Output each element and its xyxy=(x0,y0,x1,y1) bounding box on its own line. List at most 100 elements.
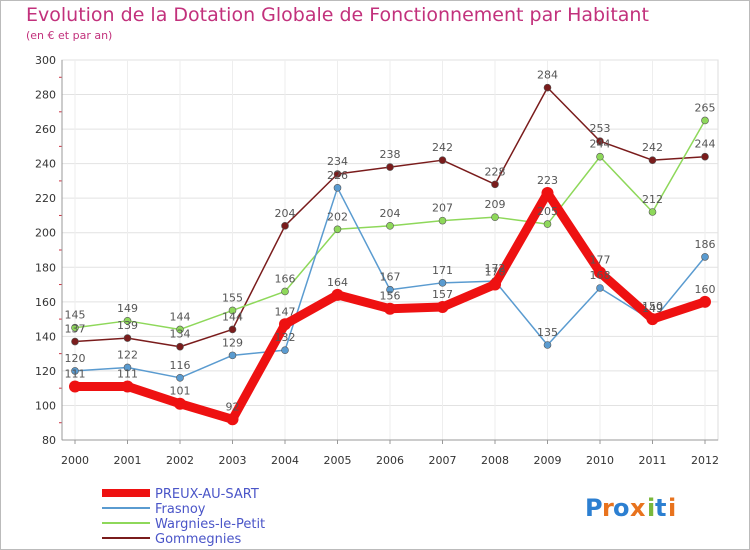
x-tick-label: 2009 xyxy=(534,454,562,467)
x-tick-label: 2010 xyxy=(586,454,614,467)
y-tick-label: 160 xyxy=(35,296,56,309)
x-axis: 2000 2001 2002 2003 2004 2005 2006 2007 2008 2009… xyxy=(61,439,719,467)
data-point xyxy=(71,323,79,332)
y-tick-label: 260 xyxy=(35,123,56,136)
data-point xyxy=(491,213,499,221)
logo-letter: x xyxy=(630,494,646,522)
series-lines xyxy=(69,83,711,426)
data-point xyxy=(123,334,132,342)
data-point xyxy=(541,187,554,199)
data-point xyxy=(596,137,604,145)
data-point xyxy=(123,317,132,325)
y-tick-label: 200 xyxy=(35,227,56,240)
logo-letter: t xyxy=(655,494,666,522)
data-label: 137 xyxy=(65,323,86,336)
data-point xyxy=(333,170,342,178)
y-tick-label: 220 xyxy=(35,192,56,205)
data-point xyxy=(279,318,291,331)
chart-title: Evolution de la Dotation Globale de Fonc… xyxy=(26,4,649,26)
data-label: 147 xyxy=(275,305,296,318)
legend: PREUX-AU-SARTFrasnoyWargnies-le-PetitGom… xyxy=(102,487,265,547)
data-label: 238 xyxy=(380,148,401,161)
data-point xyxy=(543,341,552,349)
data-label: 160 xyxy=(695,283,716,296)
y-tick-label: 80 xyxy=(42,434,56,447)
data-point xyxy=(699,295,711,308)
data-point xyxy=(281,222,289,230)
data-label: 244 xyxy=(590,138,611,151)
data-label: 205 xyxy=(537,205,558,218)
data-label: 177 xyxy=(590,253,611,266)
logo-letter: P xyxy=(585,494,603,522)
data-label: 145 xyxy=(65,309,86,322)
data-point xyxy=(228,351,237,360)
data-label: 149 xyxy=(642,302,663,315)
y-axis: 80 100 120 140 160 180 200 220 240 260 280 300 xyxy=(35,54,63,447)
grid-lines xyxy=(62,59,718,441)
data-point xyxy=(333,225,342,234)
data-point xyxy=(71,337,79,346)
data-point xyxy=(386,222,394,230)
data-label: 228 xyxy=(485,165,506,178)
data-point xyxy=(543,83,552,92)
data-label: 168 xyxy=(590,269,611,282)
data-point xyxy=(228,325,237,334)
x-tick-label: 2003 xyxy=(219,454,247,467)
data-point xyxy=(281,287,289,296)
data-label: 284 xyxy=(537,69,558,82)
chart-subtitle: (en € et par an) xyxy=(26,29,113,42)
data-point xyxy=(121,380,134,393)
x-tick-label: 2002 xyxy=(166,454,194,467)
y-tick-label: 100 xyxy=(35,399,56,412)
y-tick-label: 120 xyxy=(35,365,56,378)
data-point xyxy=(123,363,132,372)
data-label: 166 xyxy=(275,272,296,285)
data-label: 116 xyxy=(170,359,191,372)
y-tick-label: 240 xyxy=(35,158,56,171)
data-label: 234 xyxy=(327,155,348,168)
data-point xyxy=(489,278,501,291)
legend-label: PREUX-AU-SART xyxy=(155,487,259,502)
data-label: 132 xyxy=(275,331,296,344)
data-label: 111 xyxy=(65,367,86,380)
data-point xyxy=(436,301,449,313)
data-point xyxy=(386,163,394,171)
data-label: 186 xyxy=(695,238,716,251)
data-label: 242 xyxy=(642,141,663,154)
data-label: 120 xyxy=(65,352,86,365)
data-point xyxy=(701,253,709,261)
data-label: 111 xyxy=(117,367,138,380)
data-point xyxy=(648,156,657,164)
data-label: 242 xyxy=(432,141,453,154)
data-point xyxy=(333,184,342,192)
data-point xyxy=(701,152,709,161)
data-label: 167 xyxy=(380,271,401,284)
data-label: 135 xyxy=(537,326,558,339)
y-tick-label: 140 xyxy=(35,330,56,343)
x-tick-label: 2000 xyxy=(61,454,89,467)
data-point xyxy=(281,346,289,354)
data-point xyxy=(176,374,184,382)
data-point xyxy=(438,216,447,225)
data-point xyxy=(543,220,552,228)
data-label: 139 xyxy=(117,319,138,332)
data-point xyxy=(596,152,604,161)
data-point xyxy=(386,285,394,294)
data-label: 101 xyxy=(170,385,191,398)
data-label: 149 xyxy=(117,302,138,315)
data-label: 226 xyxy=(327,169,348,182)
data-label: 172 xyxy=(485,262,506,275)
y-tick-label: 300 xyxy=(35,54,56,67)
y-tick-label: 180 xyxy=(35,261,56,274)
x-tick-label: 2011 xyxy=(639,454,667,467)
data-point xyxy=(594,266,606,279)
data-label: 134 xyxy=(170,328,191,341)
data-label: 92 xyxy=(226,400,240,413)
data-point xyxy=(596,284,604,292)
x-tick-label: 2006 xyxy=(376,454,404,467)
data-label: 204 xyxy=(275,207,296,220)
